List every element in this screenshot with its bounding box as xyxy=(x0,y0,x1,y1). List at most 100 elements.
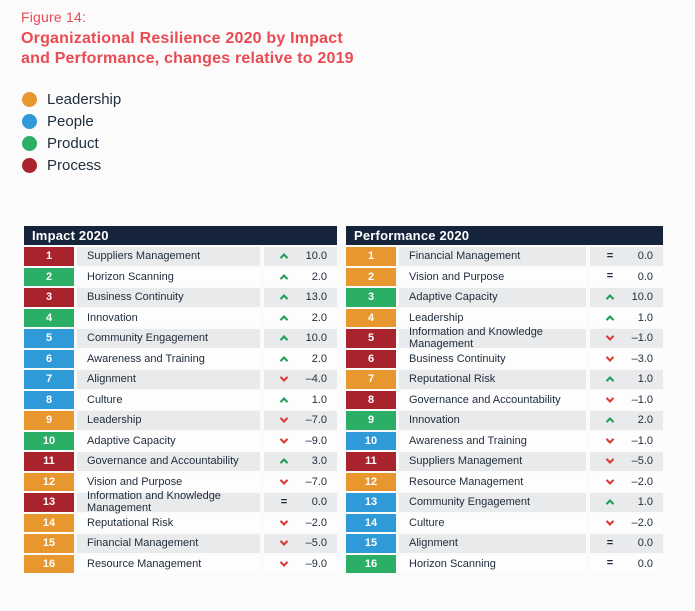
table-row: 11 Suppliers Management –5.0 xyxy=(346,452,663,471)
table-row: 6 Awareness and Training 2.0 xyxy=(24,349,337,369)
table-row: 14 Reputational Risk –2.0 xyxy=(24,513,337,532)
table-row: 13 Information and Knowledge Management = 0… xyxy=(24,490,337,514)
change-value: 0.0 xyxy=(311,496,327,509)
trend-cell: –5.0 xyxy=(590,452,663,471)
trend-cell: –1.0 xyxy=(590,390,663,410)
trend-down-icon xyxy=(604,514,616,533)
trend-cell: 2.0 xyxy=(590,411,663,430)
factor-label: Adaptive Capacity xyxy=(77,431,260,450)
change-value: –1.0 xyxy=(631,332,653,345)
trend-equal-icon: = xyxy=(606,536,614,549)
rank-badge: 6 xyxy=(346,349,396,368)
trend-equal-icon: = xyxy=(606,249,614,262)
trend-cell: –2.0 xyxy=(264,513,337,532)
factor-label: Suppliers Management xyxy=(399,452,586,471)
trend-cell: = 0.0 xyxy=(590,267,663,286)
rank-badge: 5 xyxy=(346,329,396,348)
table-row: 3 Business Continuity 13.0 xyxy=(24,288,337,307)
change-value: 13.0 xyxy=(305,291,327,304)
change-value: –4.0 xyxy=(305,373,327,386)
trend-down-icon xyxy=(604,452,616,471)
rank-badge: 15 xyxy=(24,534,74,553)
trend-cell: 3.0 xyxy=(264,452,337,471)
trend-equal-icon: = xyxy=(280,495,288,508)
table-row: 4 Innovation 2.0 xyxy=(24,308,337,327)
rank-badge: 4 xyxy=(346,308,396,327)
trend-cell: –7.0 xyxy=(264,472,337,491)
table-row: 5 Community Engagement 10.0 xyxy=(24,329,337,348)
factor-label: Vision and Purpose xyxy=(77,472,260,491)
change-value: –2.0 xyxy=(305,516,327,529)
table-row: 8 Governance and Accountability –1.0 xyxy=(346,390,663,410)
trend-down-icon xyxy=(604,391,616,410)
table-row: 8 Culture 1.0 xyxy=(24,390,337,410)
trend-up-icon xyxy=(604,411,616,430)
table-title: Performance 2020 xyxy=(346,226,663,245)
trend-up-icon xyxy=(604,309,616,328)
table-row: 10 Awareness and Training –1.0 xyxy=(346,431,663,451)
change-value: 10.0 xyxy=(305,332,327,345)
factor-label: Horizon Scanning xyxy=(77,267,260,286)
trend-up-icon xyxy=(278,391,290,410)
factor-label: Resource Management xyxy=(399,472,586,491)
trend-cell: –7.0 xyxy=(264,411,337,430)
change-value: 2.0 xyxy=(311,311,327,324)
table-row: 12 Resource Management –2.0 xyxy=(346,472,663,491)
factor-label: Culture xyxy=(399,513,586,532)
trend-cell: –9.0 xyxy=(264,554,337,573)
factor-label: Governance and Accountability xyxy=(77,452,260,471)
trend-cell: 10.0 xyxy=(264,329,337,348)
table-row: 13 Community Engagement 1.0 xyxy=(346,493,663,512)
factor-label: Adaptive Capacity xyxy=(399,288,586,307)
trend-cell: –5.0 xyxy=(264,534,337,553)
factor-label: Suppliers Management xyxy=(77,247,260,266)
trend-up-icon xyxy=(278,350,290,369)
impact-2020-table: Impact 2020 1 Suppliers Management 10.0 2 Ho… xyxy=(24,226,337,573)
trend-cell: = 0.0 xyxy=(590,247,663,266)
factor-label: Culture xyxy=(77,390,260,409)
factor-label: Financial Management xyxy=(77,534,260,553)
figure-label: Figure 14: xyxy=(21,9,87,25)
trend-cell: –2.0 xyxy=(590,513,663,533)
factor-label: Awareness and Training xyxy=(77,349,260,368)
factor-label: Resource Management xyxy=(77,554,260,573)
factor-label: Information and Knowledge Management xyxy=(77,490,260,514)
table-row: 4 Leadership 1.0 xyxy=(346,308,663,328)
trend-cell: 13.0 xyxy=(264,288,337,307)
factor-label: Financial Management xyxy=(399,247,586,266)
legend-item-leadership: Leadership xyxy=(22,88,121,110)
rank-badge: 13 xyxy=(346,493,396,512)
table-row: 12 Vision and Purpose –7.0 xyxy=(24,472,337,491)
trend-cell: 2.0 xyxy=(264,349,337,369)
legend-label: Leadership xyxy=(47,90,122,108)
legend-item-people: People xyxy=(22,110,121,132)
trend-down-icon xyxy=(604,350,616,369)
table-row: 2 Vision and Purpose = 0.0 xyxy=(346,267,663,286)
people-dot-icon xyxy=(22,113,37,129)
change-value: 10.0 xyxy=(305,250,327,263)
table-row: 2 Horizon Scanning 2.0 xyxy=(24,267,337,286)
trend-down-icon xyxy=(604,329,616,348)
rank-badge: 10 xyxy=(346,431,396,450)
trend-cell: 1.0 xyxy=(590,308,663,328)
factor-label: Reputational Risk xyxy=(77,513,260,532)
trend-up-icon xyxy=(278,288,290,307)
product-dot-icon xyxy=(22,135,37,151)
rank-badge: 2 xyxy=(24,267,74,286)
rank-badge: 11 xyxy=(24,452,74,471)
trend-down-icon xyxy=(604,432,616,451)
factor-label: Awareness and Training xyxy=(399,431,586,450)
figure-title-line1: Organizational Resilience 2020 by Impact xyxy=(21,30,343,47)
change-value: –1.0 xyxy=(631,393,653,406)
change-value: 2.0 xyxy=(311,352,327,365)
trend-up-icon xyxy=(604,493,616,512)
factor-label: Leadership xyxy=(399,308,586,327)
figure-title-line2: and Performance, changes relative to 201… xyxy=(21,50,354,67)
trend-cell: –9.0 xyxy=(264,431,337,450)
change-value: 1.0 xyxy=(637,373,653,386)
performance-2020-table: Performance 2020 1 Financial Management = 0… xyxy=(346,226,663,573)
rank-badge: 1 xyxy=(346,247,396,266)
ranking-tables: Impact 2020 1 Suppliers Management 10.0 2 Ho… xyxy=(24,226,663,573)
rank-badge: 8 xyxy=(24,390,74,409)
change-value: 3.0 xyxy=(311,455,327,468)
